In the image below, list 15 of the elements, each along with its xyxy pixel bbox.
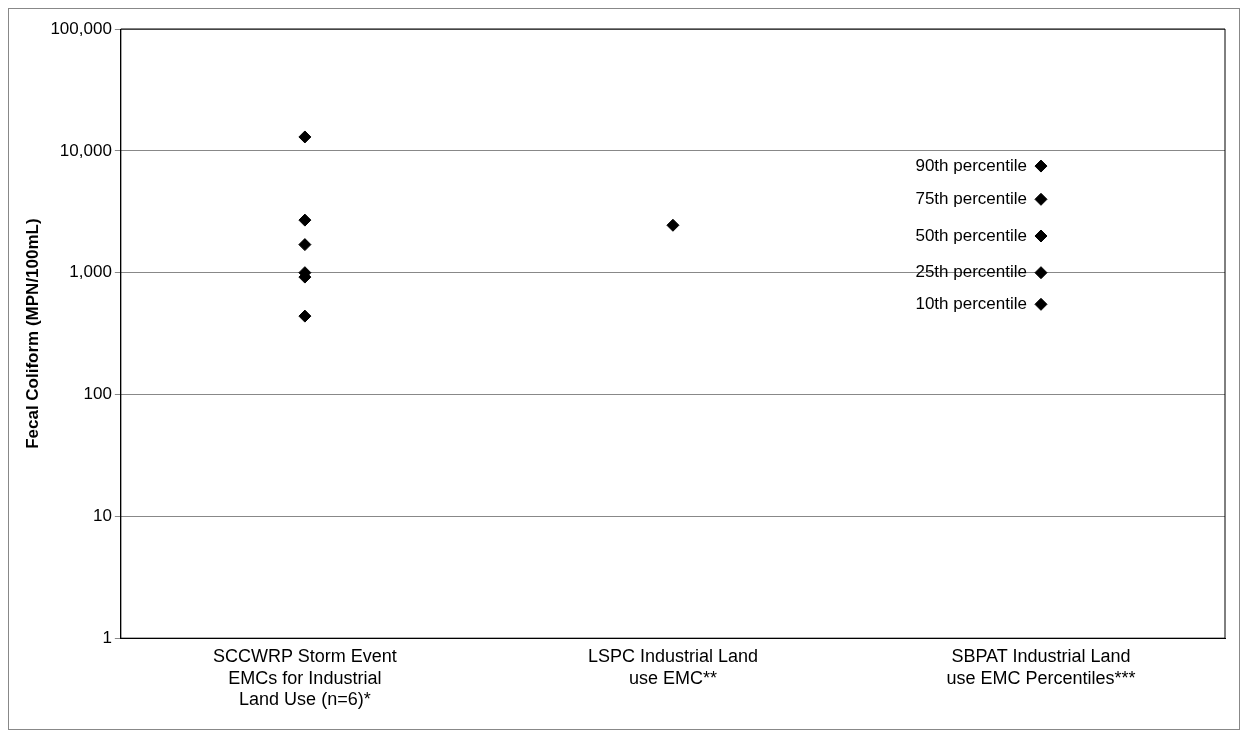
x-tick-label: LSPC Industrial Land use EMC**	[587, 645, 758, 688]
annotation: 90th percentile	[915, 155, 1027, 175]
annotation: 75th percentile	[915, 189, 1027, 209]
x-tick-label: SCCWRP Storm Event EMCs for Industrial Land Use (n=6)*	[213, 645, 397, 710]
y-tick-label: 10,000	[59, 140, 112, 160]
y-tick-label: 1,000	[69, 262, 112, 282]
y-tick-label: 10	[92, 506, 112, 526]
annotation: 25th percentile	[915, 262, 1027, 282]
y-tick-label: 100	[83, 384, 112, 404]
y-tick-label: 100,000	[50, 18, 112, 38]
y-tick-label: 1	[102, 627, 112, 647]
annotation: 50th percentile	[915, 225, 1027, 245]
y-axis-title: Fecal Coliform (MPN/100mL)	[22, 218, 42, 449]
x-tick-label: SBPAT Industrial Land use EMC Percentiles***	[946, 645, 1136, 688]
annotation: 10th percentile	[915, 294, 1027, 313]
